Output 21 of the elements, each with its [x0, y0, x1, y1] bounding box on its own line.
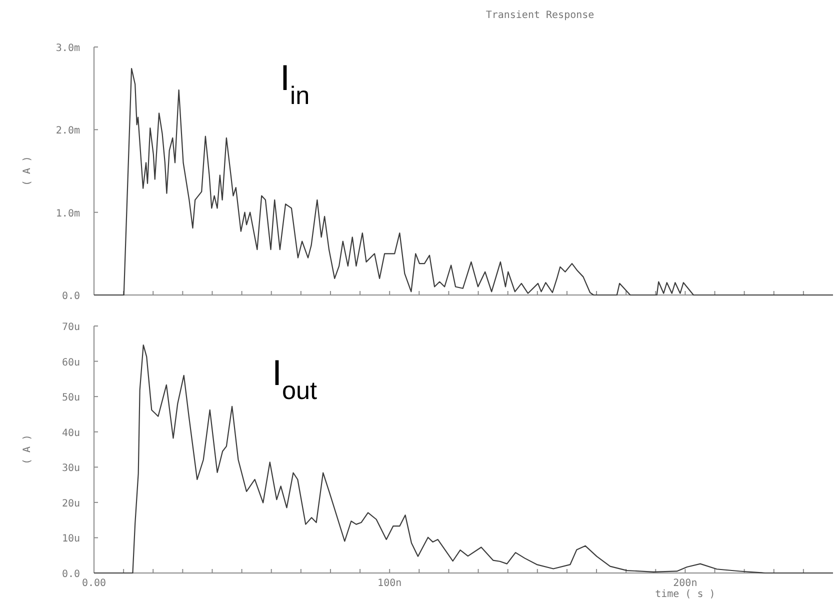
y-tick-label: 1.0m	[56, 208, 80, 220]
y-axis-title: ( A )	[22, 156, 33, 186]
y-tick-label: 3.0m	[56, 43, 80, 54]
chart-title: Transient Response	[486, 10, 594, 21]
y-tick-label: 30u	[62, 463, 80, 474]
y-tick-label: 20u	[62, 498, 80, 510]
x-tick-label: 0.00	[82, 578, 106, 589]
y-tick-label: 10u	[62, 534, 80, 545]
y-axis-title: ( A )	[22, 434, 33, 465]
y-tick-label: 2.0m	[56, 126, 80, 137]
y-tick-label: 0.0	[62, 569, 80, 580]
y-tick-label: 50u	[62, 392, 80, 404]
y-tick-label: 70u	[62, 322, 80, 333]
x-tick-label: 200n	[673, 578, 698, 589]
annotation: I$_{out}$	[272, 352, 318, 405]
x-axis-title: time ( s )	[655, 589, 716, 600]
y-tick-label: 60u	[62, 357, 80, 368]
annotation: I$_{in}$	[280, 57, 310, 110]
y-tick-label: 0.0	[62, 291, 80, 302]
x-tick-label: 100n	[378, 578, 402, 589]
y-tick-label: 40u	[62, 428, 80, 439]
